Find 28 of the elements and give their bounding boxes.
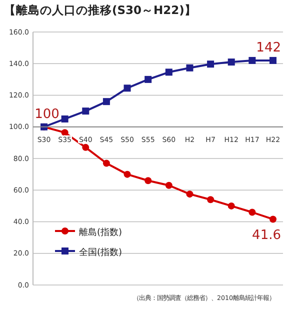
- annotation: 41.6: [252, 228, 281, 244]
- point: [102, 160, 110, 167]
- point: [207, 60, 214, 68]
- legend-label: 全国(指数): [79, 247, 122, 258]
- point: [144, 76, 152, 83]
- point: [61, 129, 68, 136]
- annotation: 100: [34, 106, 60, 122]
- point: [207, 196, 214, 204]
- point: [248, 56, 256, 64]
- legend-label: 離島(指数): [79, 227, 122, 238]
- point: [124, 170, 131, 178]
- point: [270, 56, 276, 64]
- point: [228, 58, 235, 66]
- point: [82, 144, 90, 151]
- chart-title: 【離島の人口の推移(S30～H22)】: [4, 3, 196, 17]
- point: [186, 190, 194, 198]
- point: [144, 177, 152, 184]
- point: [270, 216, 276, 223]
- point: [186, 64, 194, 72]
- annotation: 142: [256, 40, 281, 56]
- point: [165, 68, 172, 76]
- point: [165, 182, 172, 189]
- point: [228, 202, 235, 210]
- point: [124, 84, 131, 92]
- point: [248, 208, 256, 216]
- point: [82, 108, 90, 115]
- point: [102, 98, 110, 106]
- point: [61, 115, 68, 122]
